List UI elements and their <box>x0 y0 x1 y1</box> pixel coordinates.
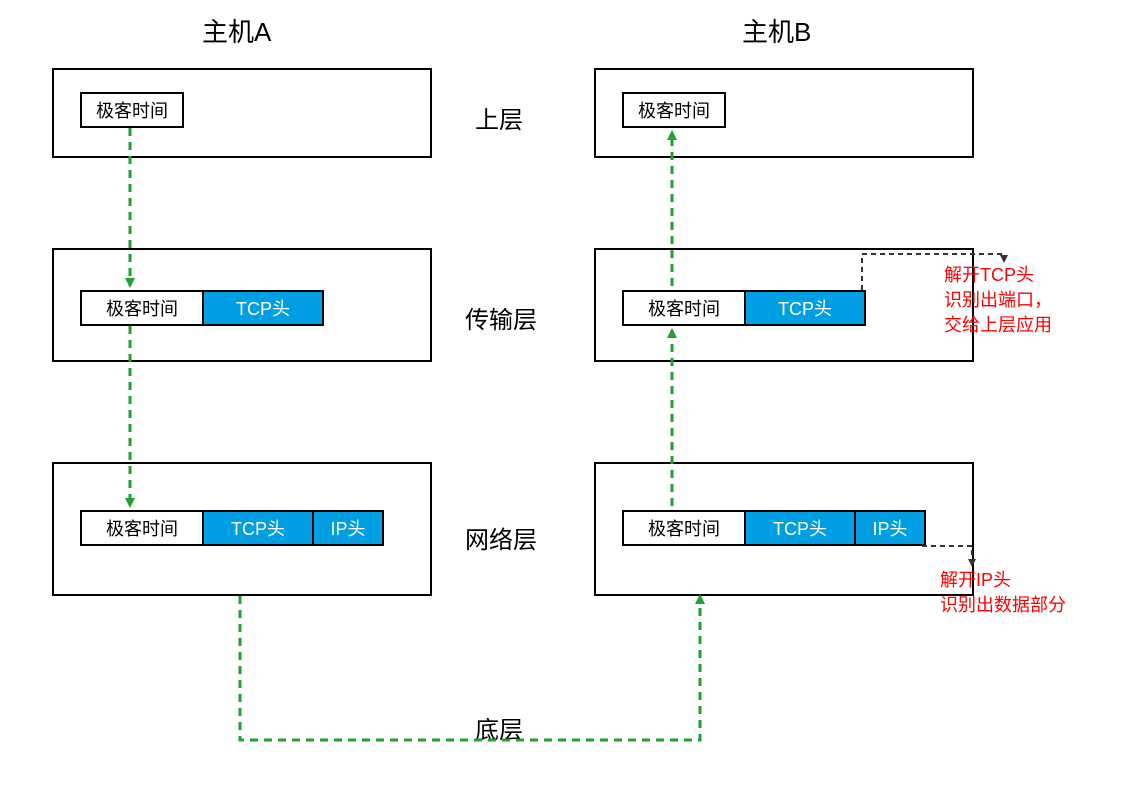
seg-payload: 极客时间 <box>624 512 744 544</box>
layer-label-upper: 上层 <box>475 100 523 135</box>
annotation-ip: 解开IP头 识别出数据部分 <box>940 568 1066 618</box>
seg-payload: 极客时间 <box>82 512 202 544</box>
seg-payload: 极客时间 <box>624 292 744 324</box>
seg-tcp-header: TCP头 <box>744 512 854 544</box>
layer-label-bottom: 底层 <box>475 710 523 745</box>
annotation-ip-line2: 识别出数据部分 <box>940 593 1066 618</box>
seg-ip-header: IP头 <box>854 512 924 544</box>
layer-label-network: 网络层 <box>465 520 537 555</box>
host-a-title: 主机A <box>202 12 271 49</box>
annotation-tcp: 解开TCP头 识别出端口， 交给上层应用 <box>944 263 1052 339</box>
packet-a-network: 极客时间 TCP头 IP头 <box>80 510 384 546</box>
seg-tcp-header: TCP头 <box>202 512 312 544</box>
host-b-title: 主机B <box>742 12 811 49</box>
packet-b-network: 极客时间 TCP头 IP头 <box>622 510 926 546</box>
annotation-tcp-line1: 解开TCP头 <box>944 263 1052 288</box>
seg-tcp-header: TCP头 <box>202 292 322 324</box>
layer-label-transport: 传输层 <box>465 300 537 335</box>
flow-arrow-bottom <box>240 596 700 740</box>
annotation-tcp-line3: 交给上层应用 <box>944 313 1052 338</box>
packet-a-upper: 极客时间 <box>80 92 184 128</box>
annotation-ip-line1: 解开IP头 <box>940 568 1066 593</box>
packet-b-transport: 极客时间 TCP头 <box>622 290 866 326</box>
diagram-canvas: 主机A 主机B 上层 传输层 网络层 底层 极客时间 极客时间 TCP头 极客时… <box>0 0 1142 798</box>
seg-tcp-header: TCP头 <box>744 292 864 324</box>
packet-a-transport: 极客时间 TCP头 <box>80 290 324 326</box>
packet-b-upper: 极客时间 <box>622 92 726 128</box>
annotation-tcp-line2: 识别出端口， <box>944 288 1052 313</box>
seg-payload: 极客时间 <box>82 292 202 324</box>
seg-payload: 极客时间 <box>624 94 724 126</box>
seg-payload: 极客时间 <box>82 94 182 126</box>
seg-ip-header: IP头 <box>312 512 382 544</box>
